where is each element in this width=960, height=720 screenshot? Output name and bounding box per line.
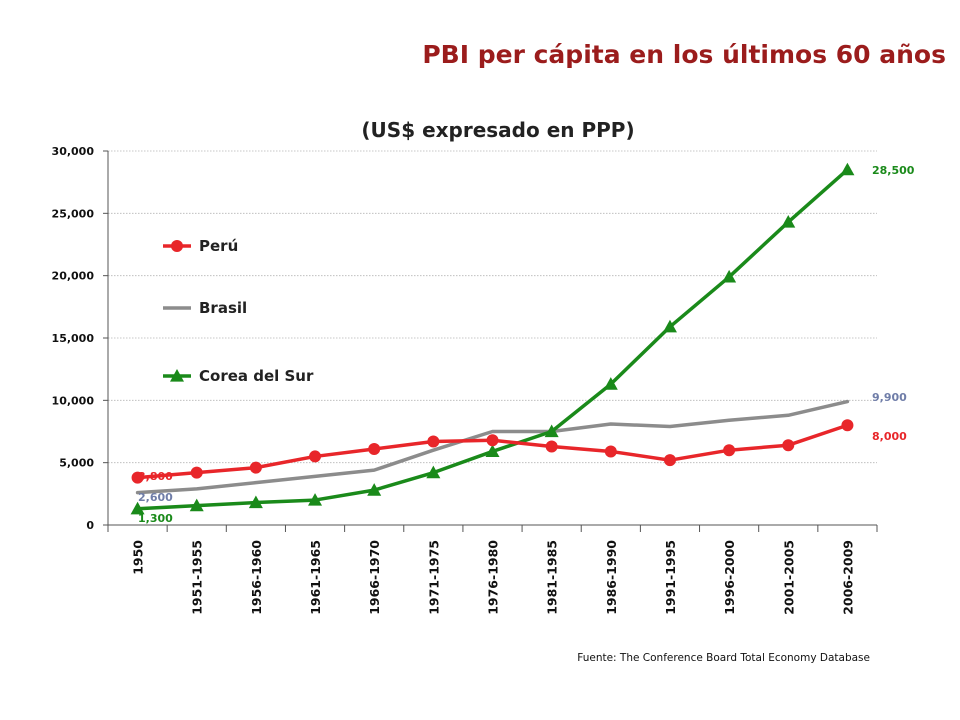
- data-label-perú-end: 8,000: [872, 430, 907, 443]
- series-lines: [130, 162, 855, 515]
- data-point: [603, 377, 618, 390]
- y-tick-label: 30,000: [52, 145, 95, 158]
- data-point: [248, 495, 263, 509]
- data-label-corea-del-sur-end: 28,500: [872, 164, 915, 177]
- y-tick-label: 0: [86, 519, 94, 532]
- y-tick-label: 5,000: [59, 457, 94, 470]
- series-line: [135, 167, 850, 511]
- data-point: [604, 445, 617, 458]
- legend-label: Perú: [199, 237, 238, 255]
- data-point: [723, 444, 736, 457]
- data-point: [663, 454, 676, 467]
- legend-marker: [170, 369, 184, 382]
- data-point: [722, 269, 737, 283]
- data-point: [485, 444, 500, 458]
- legend-marker: [171, 240, 183, 252]
- data-point: [545, 440, 558, 453]
- y-axis-ticks: 0 5,000 10,000 15,000 20,000 25,000 30,000: [52, 145, 95, 532]
- chart-subtitle: (US$ expresado en PPP): [361, 118, 634, 142]
- x-axis-ticks: 1950 1951-1955 1956-1960 1961-1965 1966-1970…: [131, 540, 856, 615]
- data-point: [841, 419, 854, 432]
- legend-label: Brasil: [199, 299, 247, 317]
- series-corea-del-sur: [130, 162, 855, 515]
- data-point: [426, 465, 441, 479]
- data-point: [131, 471, 144, 484]
- x-tick-label: 1966-1970: [367, 540, 382, 615]
- data-point: [427, 435, 440, 448]
- data-point: [544, 424, 559, 438]
- data-point: [249, 461, 262, 474]
- x-tick-label: 1971-1975: [426, 540, 441, 615]
- x-tick-label: 1950: [131, 540, 146, 575]
- x-tick-label: 1991-1995: [663, 540, 678, 615]
- x-tick-label: 2001-2005: [781, 540, 796, 615]
- y-tick-label: 20,000: [52, 270, 95, 283]
- data-point: [367, 483, 382, 496]
- x-tick-label: 1981-1985: [545, 540, 560, 615]
- y-tick-label: 15,000: [52, 332, 95, 345]
- series-brasil: [135, 399, 850, 495]
- data-label-corea-del-sur-start: 1,300: [138, 512, 173, 525]
- x-tick-label: 1956-1960: [249, 540, 264, 615]
- legend-item-brasil: Brasil: [163, 299, 247, 317]
- data-labels: 3,800 8,000 2,600 9,900 1,300 28,500: [138, 164, 915, 525]
- x-tick-label: 1976-1980: [486, 540, 501, 615]
- legend: Perú Brasil Corea del Sur: [163, 237, 314, 385]
- x-tick-label: 1996-2000: [722, 540, 737, 615]
- data-point: [308, 493, 323, 506]
- series-perú: [131, 419, 854, 484]
- x-tick-label: 1986-1990: [604, 540, 619, 615]
- data-point: [130, 501, 145, 515]
- legend-item-corea-del-sur: Corea del Sur: [163, 367, 314, 385]
- data-point: [662, 319, 677, 333]
- x-tick-label: 2006-2009: [840, 540, 855, 615]
- series-line: [135, 399, 850, 495]
- data-label-brasil-end: 9,900: [872, 391, 907, 404]
- gridlines: [108, 150, 877, 464]
- data-point: [781, 215, 796, 228]
- source-note: Fuente: The Conference Board Total Econo…: [577, 652, 870, 664]
- data-point: [368, 442, 381, 455]
- data-label-perú-start: 3,800: [138, 470, 173, 483]
- y-tick-label: 25,000: [52, 207, 95, 220]
- data-point: [190, 466, 203, 479]
- page-title: PBI per cápita en los últimos 60 años: [422, 40, 946, 69]
- y-tick-label: 10,000: [52, 394, 95, 407]
- legend-item-perú: Perú: [163, 237, 238, 255]
- axes: [103, 150, 878, 532]
- x-tick-label: 1961-1965: [308, 540, 323, 615]
- legend-label: Corea del Sur: [199, 367, 314, 385]
- data-point: [840, 162, 855, 176]
- data-label-brasil-start: 2,600: [138, 491, 173, 504]
- x-tick-label: 1951-1955: [190, 540, 205, 615]
- data-point: [782, 439, 795, 452]
- data-point: [486, 434, 499, 447]
- data-point: [309, 450, 322, 463]
- data-point: [189, 498, 204, 512]
